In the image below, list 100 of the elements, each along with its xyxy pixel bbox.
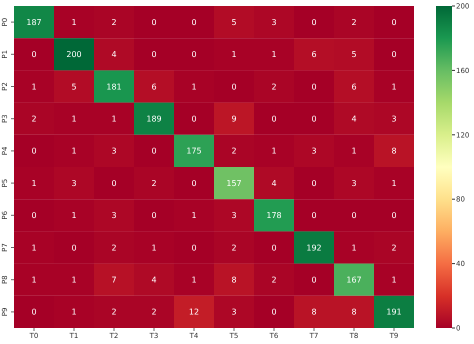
data-label: 1	[391, 82, 397, 92]
data-label: 5	[71, 82, 77, 92]
data-label: 1	[71, 211, 77, 220]
data-label: 3	[231, 211, 237, 220]
data-label: 4	[351, 114, 357, 124]
data-label: 4	[111, 50, 117, 60]
data-label: 0	[351, 211, 357, 220]
data-label: 1	[71, 18, 77, 27]
data-label: 0	[231, 82, 237, 92]
data-label: 1	[151, 243, 157, 252]
data-label: 0	[151, 146, 157, 156]
data-label: 3	[271, 18, 277, 27]
data-label: 1	[351, 146, 357, 156]
data-label: 2	[151, 178, 157, 188]
data-label: 3	[231, 308, 237, 317]
data-label: 0	[191, 178, 197, 188]
data-label: 0	[391, 50, 397, 60]
data-label: 0	[151, 18, 157, 27]
data-label: 189	[146, 114, 162, 124]
data-label: 2	[231, 146, 237, 156]
data-label: 0	[271, 114, 277, 124]
data-label: 157	[226, 178, 242, 188]
data-label: 3	[351, 178, 357, 188]
data-label: 2	[351, 18, 357, 27]
data-label: 8	[391, 146, 397, 156]
data-label: 0	[311, 178, 317, 188]
data-label: 4	[151, 276, 157, 284]
data-label: 0	[271, 243, 277, 252]
data-label: 187	[26, 18, 42, 27]
data-label: 192	[306, 243, 322, 252]
data-label: 1	[71, 276, 77, 284]
data-label: 1	[31, 82, 37, 92]
data-label: 2	[31, 114, 37, 124]
data-label: 191	[386, 308, 402, 317]
data-label: 178	[266, 211, 282, 220]
data-label: 1	[391, 276, 397, 284]
data-label: 0	[71, 243, 77, 252]
data-label: 0	[311, 276, 317, 284]
data-label: 3	[111, 211, 117, 220]
data-label: 2	[271, 82, 277, 92]
data-label: 8	[231, 276, 237, 284]
data-label: 3	[391, 114, 397, 124]
data-label: 0	[111, 178, 117, 188]
data-label: 1	[71, 308, 77, 317]
data-label: 0	[311, 211, 317, 220]
data-label: 0	[191, 18, 197, 27]
data-label: 2	[271, 276, 277, 284]
data-label: 0	[311, 114, 317, 124]
data-label: 0	[151, 211, 157, 220]
data-label: 0	[31, 50, 37, 60]
data-label: 1	[111, 114, 117, 124]
data-label: 6	[151, 82, 157, 92]
data-label: 0	[191, 243, 197, 252]
data-label: 9	[231, 114, 237, 124]
data-label: 1	[271, 50, 277, 60]
data-label: 2	[151, 308, 157, 317]
data-label: 3	[71, 178, 77, 188]
data-label: 7	[111, 276, 117, 284]
data-label: 8	[351, 308, 357, 317]
data-label: 0	[191, 114, 197, 124]
data-label: 1	[31, 276, 37, 284]
data-label: 175	[186, 146, 202, 156]
data-label: 4	[271, 178, 277, 188]
data-label: 0	[391, 18, 397, 27]
data-label: 2	[111, 18, 117, 27]
data-label: 1	[271, 146, 277, 156]
data-label: 1	[191, 211, 197, 220]
data-label: 6	[351, 82, 357, 92]
data-label: 0	[31, 146, 37, 156]
data-label: 0	[311, 82, 317, 92]
data-label: 0	[271, 308, 277, 317]
data-label: 1	[71, 114, 77, 124]
data-label: 1	[231, 50, 237, 60]
data-label: 167	[346, 276, 362, 284]
data-label: 1	[31, 243, 37, 252]
data-label: 1	[191, 82, 197, 92]
data-label: 1	[351, 243, 357, 252]
data-label: 0	[391, 211, 397, 220]
data-label: 0	[191, 50, 197, 60]
data-label: 1	[31, 178, 37, 188]
data-label: 2	[391, 243, 397, 252]
data-label: 2	[231, 243, 237, 252]
data-label: 1	[71, 146, 77, 156]
data-label: 2	[111, 308, 117, 317]
data-label: 1	[391, 178, 397, 188]
data-label: 0	[31, 211, 37, 220]
data-label: 2	[111, 243, 117, 252]
data-label: 5	[351, 50, 357, 60]
data-label: 1	[191, 276, 197, 284]
data-label: 200	[66, 50, 82, 60]
data-label: 8	[311, 308, 317, 317]
data-label: 3	[111, 146, 117, 156]
data-label: 6	[311, 50, 317, 60]
data-label: 0	[31, 308, 37, 317]
data-label: 181	[106, 82, 122, 92]
data-label: 12	[188, 308, 200, 317]
data-label: 0	[311, 18, 317, 27]
data-label: 0	[151, 50, 157, 60]
data-label: 3	[311, 146, 317, 156]
data-label: 5	[231, 18, 237, 27]
